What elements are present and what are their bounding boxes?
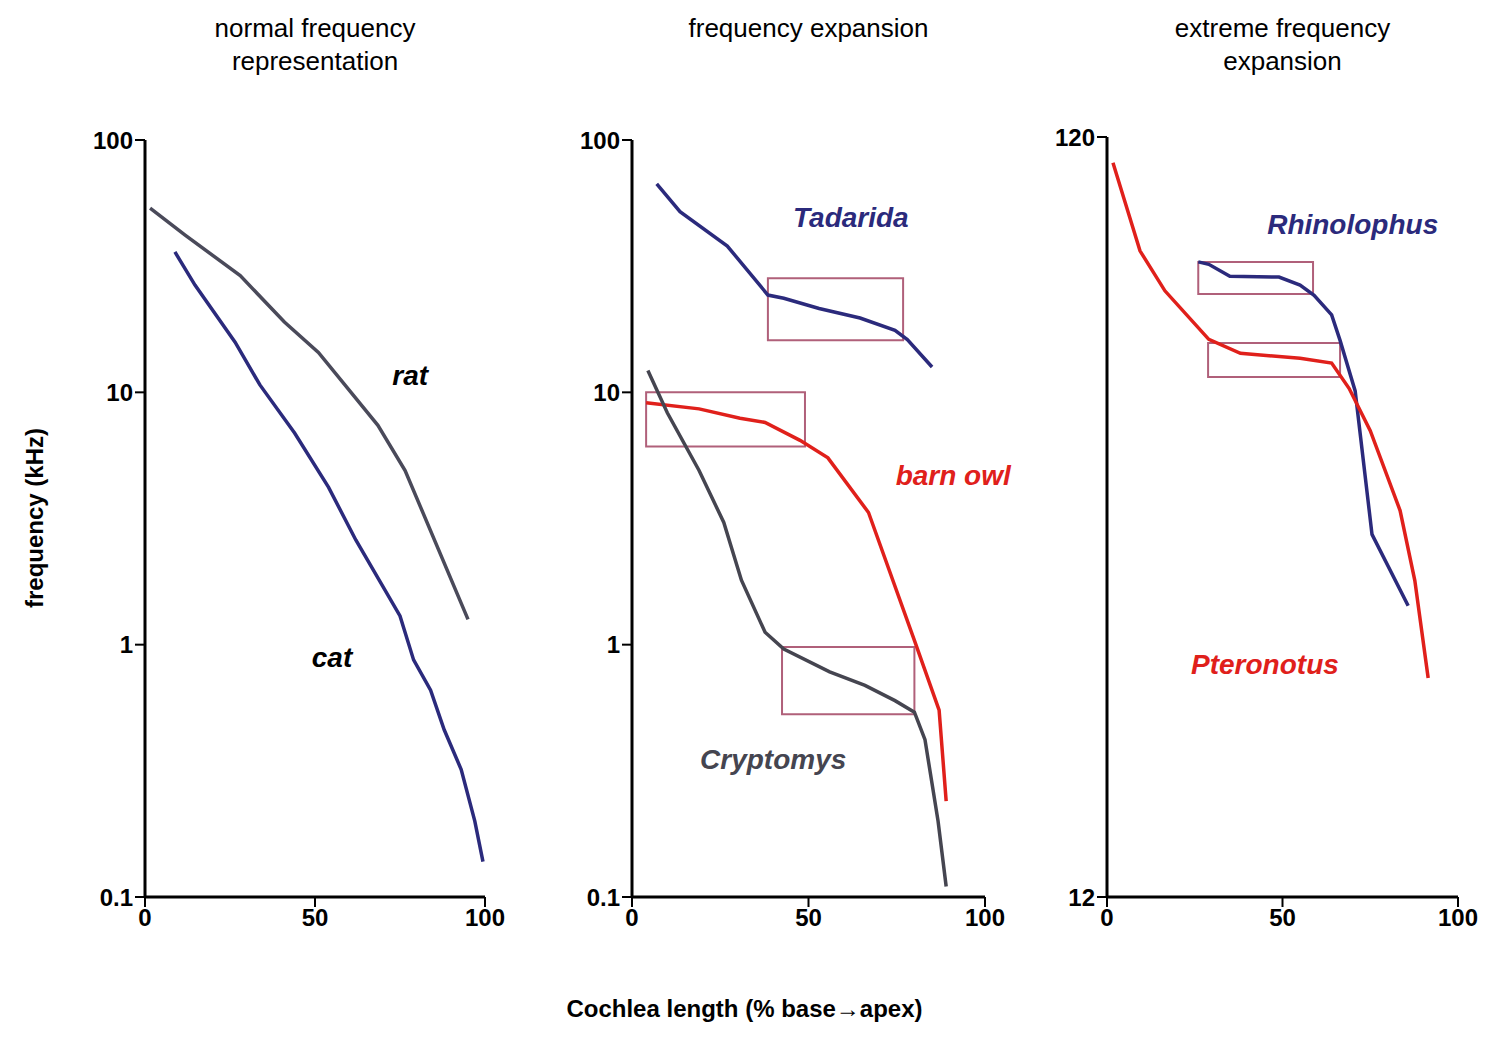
svg-text:Pteronotus: Pteronotus [1191, 649, 1339, 680]
svg-text:cat: cat [312, 642, 354, 673]
svg-text:Cryptomys: Cryptomys [700, 744, 846, 775]
svg-text:50: 50 [1269, 904, 1296, 931]
svg-text:0: 0 [138, 904, 151, 931]
svg-text:1: 1 [607, 631, 620, 658]
svg-text:12: 12 [1068, 884, 1095, 911]
svg-text:50: 50 [795, 904, 822, 931]
html-text:frequency (kHz): frequency (kHz) [21, 428, 48, 608]
svg-text:0.1: 0.1 [100, 884, 133, 911]
svg-text:120: 120 [1055, 124, 1095, 151]
svg-text:0: 0 [1100, 904, 1113, 931]
svg-text:rat: rat [392, 360, 429, 391]
svg-text:0.1: 0.1 [587, 884, 620, 911]
svg-text:barn owl: barn owl [896, 460, 1012, 491]
svg-text:1: 1 [120, 631, 133, 658]
svg-text:100: 100 [580, 127, 620, 154]
svg-text:100: 100 [465, 904, 505, 931]
svg-text:0: 0 [625, 904, 638, 931]
svg-text:100: 100 [93, 127, 133, 154]
html-text:frequency expansion: frequency expansion [688, 13, 929, 43]
svg-text:100: 100 [1438, 904, 1478, 931]
svg-text:Tadarida: Tadarida [793, 202, 909, 233]
svg-text:10: 10 [106, 379, 133, 406]
html-text:extreme frequency expansion: extreme frequency expansion [1174, 13, 1391, 76]
svg-text:50: 50 [302, 904, 329, 931]
svg-text:Rhinolophus: Rhinolophus [1267, 209, 1438, 240]
html-text:Cochlea length (% base→apex): Cochlea length (% base→apex) [566, 995, 923, 1022]
html-text:normal frequency representatio: normal frequency representation [214, 13, 416, 76]
svg-text:10: 10 [593, 379, 620, 406]
svg-text:100: 100 [965, 904, 1005, 931]
